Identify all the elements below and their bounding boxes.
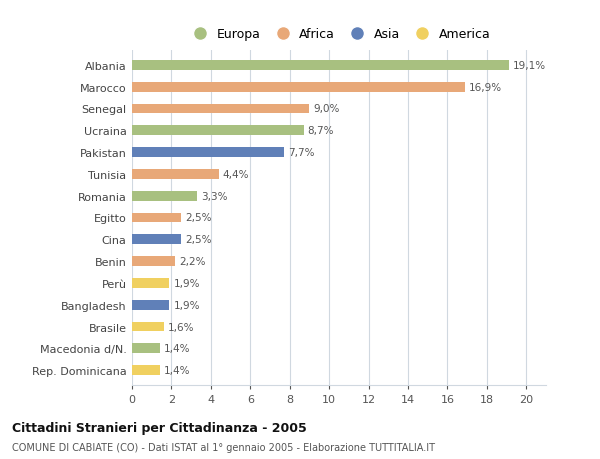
Text: Cittadini Stranieri per Cittadinanza - 2005: Cittadini Stranieri per Cittadinanza - 2… [12,421,307,434]
Text: 4,4%: 4,4% [223,169,249,179]
Text: 1,9%: 1,9% [173,300,200,310]
Text: 1,4%: 1,4% [164,344,190,353]
Text: 1,6%: 1,6% [167,322,194,332]
Text: 7,7%: 7,7% [288,148,314,158]
Bar [132,213,181,223]
Bar [132,191,197,201]
Legend: Europa, Africa, Asia, America: Europa, Africa, Asia, America [182,23,496,46]
Bar [132,300,169,310]
Text: 16,9%: 16,9% [469,83,502,92]
Bar [132,279,169,288]
Bar [132,61,509,71]
Bar [132,365,160,375]
Bar [132,148,284,157]
Bar [132,322,164,332]
Text: 19,1%: 19,1% [512,61,545,71]
Text: 2,5%: 2,5% [185,235,212,245]
Bar [132,126,304,136]
Bar [132,83,465,92]
Bar [132,257,175,266]
Text: 2,2%: 2,2% [179,257,206,267]
Bar [132,170,219,179]
Text: 1,4%: 1,4% [164,365,190,375]
Text: 8,7%: 8,7% [307,126,334,136]
Text: 1,9%: 1,9% [173,278,200,288]
Text: 9,0%: 9,0% [313,104,340,114]
Text: COMUNE DI CABIATE (CO) - Dati ISTAT al 1° gennaio 2005 - Elaborazione TUTTITALIA: COMUNE DI CABIATE (CO) - Dati ISTAT al 1… [12,442,435,452]
Text: 3,3%: 3,3% [201,191,227,201]
Bar [132,104,310,114]
Text: 2,5%: 2,5% [185,213,212,223]
Bar [132,344,160,353]
Bar [132,235,181,245]
